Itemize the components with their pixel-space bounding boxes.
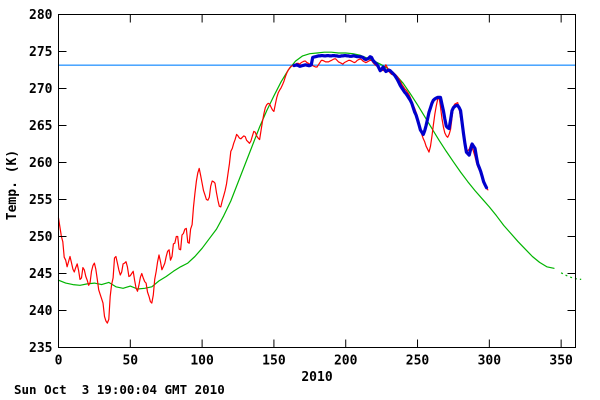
x-axis-title: 2010 <box>301 370 333 385</box>
y-tick-label: 255 <box>29 193 52 208</box>
y-axis-title: Temp. (K) <box>5 149 20 221</box>
x-tick-label: 250 <box>406 354 430 369</box>
plot-border <box>58 14 576 348</box>
y-tick-label: 245 <box>29 267 52 282</box>
y-tick-label: 250 <box>29 230 53 245</box>
x-tick-label: 50 <box>122 354 138 369</box>
y-tick-label: 280 <box>29 8 53 23</box>
x-tick-label: 300 <box>478 354 502 369</box>
x-tick-label: 200 <box>334 354 358 369</box>
green-line-dashed-tail <box>560 272 582 280</box>
y-tick-label: 270 <box>29 82 53 97</box>
x-tick-label: 0 <box>55 354 63 369</box>
y-tick-label: 235 <box>29 341 52 356</box>
green-line <box>57 51 555 290</box>
timestamp: Sun Oct 3 19:00:04 GMT 2010 <box>14 382 225 397</box>
x-tick-label: 350 <box>549 354 573 369</box>
blue-thick-line <box>292 53 489 190</box>
x-tick-label: 150 <box>262 354 286 369</box>
y-tick-label: 240 <box>29 304 53 319</box>
y-tick-label: 275 <box>29 45 52 60</box>
x-tick-label: 100 <box>190 354 214 369</box>
y-tick-label: 265 <box>29 119 52 134</box>
y-tick-label: 260 <box>29 156 53 171</box>
